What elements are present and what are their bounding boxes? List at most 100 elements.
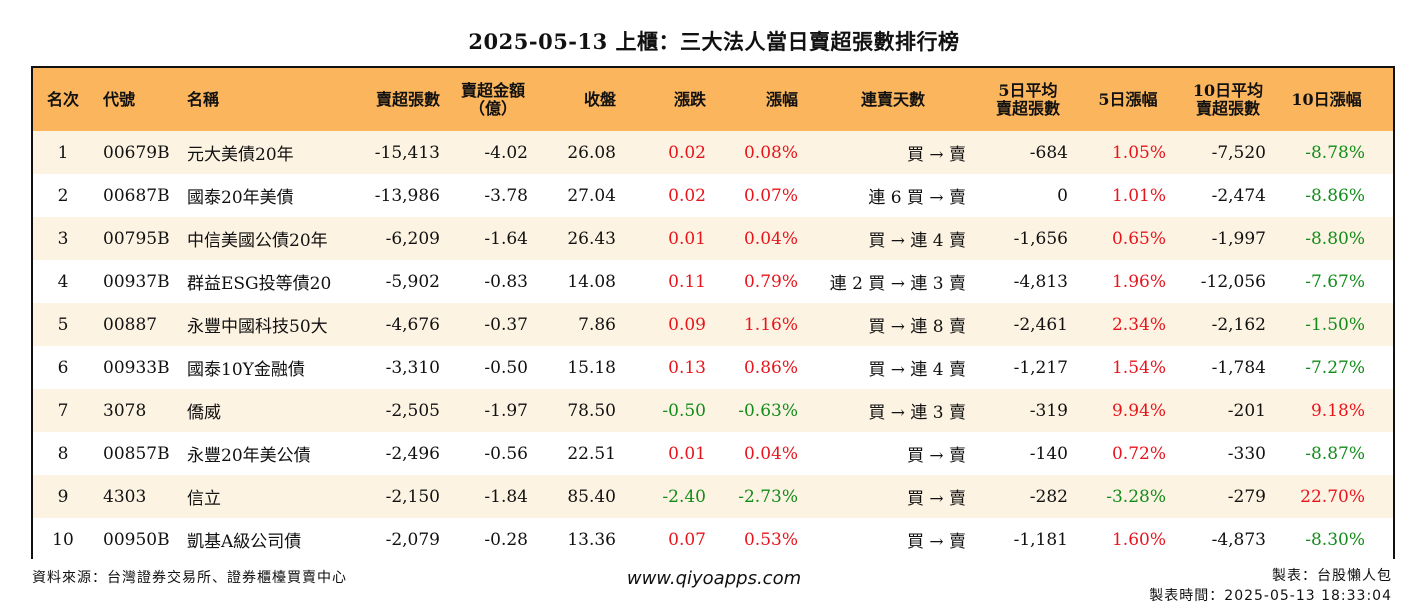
cell-pct5: 0.72% <box>1111 443 1166 464</box>
cell-pct5: 1.96% <box>1111 271 1166 292</box>
table-row: 5 00887 永豐中國科技50大 -4,676 -0.37 7.86 0.09… <box>33 303 1393 346</box>
cell-rank: 6 <box>57 357 69 378</box>
cell-days: 買 → 賣 <box>906 532 966 552</box>
cell-pct10: 22.70% <box>1300 486 1365 507</box>
cell-sell-amount: -0.37 <box>484 314 528 335</box>
cell-pct: 0.79% <box>743 271 798 292</box>
header-pct10: 10日漲幅 <box>1291 90 1362 109</box>
cell-close: 22.51 <box>567 443 616 464</box>
cell-change: 0.01 <box>668 228 706 249</box>
cell-rank: 3 <box>57 228 69 249</box>
cell-avg5: -319 <box>1029 400 1068 421</box>
cell-sell-lots: -5,902 <box>385 271 440 292</box>
cell-pct5: 1.01% <box>1111 185 1166 206</box>
cell-sell-amount: -1.84 <box>484 486 528 507</box>
cell-sell-lots: -13,986 <box>374 185 440 206</box>
cell-avg10: -4,873 <box>1211 529 1266 550</box>
cell-rank: 9 <box>57 486 69 507</box>
table-header: 名次 代號 名稱 賣超張數 賣超金額 （億） 收盤 漲跌 漲幅 連賣天數 5日平… <box>33 68 1393 131</box>
cell-pct10: -8.80% <box>1305 228 1365 249</box>
cell-avg5: -1,181 <box>1013 529 1068 550</box>
cell-rank: 2 <box>57 185 69 206</box>
cell-pct10: 9.18% <box>1310 400 1365 421</box>
header-rank: 名次 <box>46 90 79 109</box>
cell-pct: 0.08% <box>743 142 798 163</box>
maker-label: 製表：台股懶人包 <box>1272 568 1392 584</box>
header-name: 名稱 <box>187 90 220 109</box>
header-avg10-line2: 賣超張數 <box>1195 98 1260 118</box>
cell-rank: 5 <box>57 314 69 335</box>
header-sell-lots: 賣超張數 <box>375 90 440 109</box>
cell-pct: 0.53% <box>743 529 798 550</box>
cell-name: 信立 <box>187 489 221 509</box>
cell-code: 00679B <box>103 142 170 163</box>
made-time-label: 製表時間：2025-05-13 18:33:04 <box>1149 588 1392 604</box>
cell-pct: 1.16% <box>743 314 798 335</box>
header-avg10: 10日平均 賣超張數 <box>1178 82 1278 118</box>
cell-pct5: -3.28% <box>1106 486 1166 507</box>
cell-days: 買 → 賣 <box>906 489 966 509</box>
cell-code: 3078 <box>103 400 147 421</box>
cell-sell-lots: -15,413 <box>374 142 440 163</box>
header-sell-amount-line1: 賣超金額 <box>460 81 525 100</box>
cell-days: 連 6 買 → 賣 <box>868 188 966 208</box>
header-pct: 漲幅 <box>765 90 798 109</box>
cell-rank: 1 <box>57 142 69 163</box>
cell-avg10: -330 <box>1227 443 1266 464</box>
cell-sell-amount: -1.64 <box>484 228 528 249</box>
cell-code: 00795B <box>103 228 170 249</box>
cell-code: 00857B <box>103 443 170 464</box>
cell-pct: 0.07% <box>743 185 798 206</box>
header-sell-amount: 賣超金額 （億） <box>448 82 538 118</box>
cell-days: 買 → 連 3 賣 <box>868 403 966 423</box>
page-title: 2025-05-13 上櫃：三大法人當日賣超張數排行榜 <box>468 29 960 54</box>
cell-days: 買 → 連 4 賣 <box>868 360 966 380</box>
cell-close: 26.08 <box>567 142 616 163</box>
cell-pct10: -8.30% <box>1305 529 1365 550</box>
table-row: 6 00933B 國泰10Y金融債 -3,310 -0.50 15.18 0.1… <box>33 346 1393 389</box>
cell-avg5: -4,813 <box>1013 271 1068 292</box>
cell-pct10: -8.78% <box>1305 142 1365 163</box>
cell-pct10: -8.87% <box>1305 443 1365 464</box>
cell-close: 7.86 <box>578 314 616 335</box>
cell-change: 0.13 <box>668 357 706 378</box>
cell-name: 凱基A級公司債 <box>187 532 302 552</box>
cell-sell-amount: -4.02 <box>484 142 528 163</box>
cell-close: 27.04 <box>567 185 616 206</box>
cell-sell-lots: -2,496 <box>385 443 440 464</box>
website-link[interactable]: www.qiyoapps.com <box>626 568 802 589</box>
header-avg10-line1: 10日平均 <box>1192 81 1264 100</box>
table-row: 1 00679B 元大美債20年 -15,413 -4.02 26.08 0.0… <box>33 131 1393 174</box>
cell-pct10: -1.50% <box>1305 314 1365 335</box>
cell-avg10: -1,997 <box>1211 228 1266 249</box>
cell-change: -2.40 <box>662 486 706 507</box>
cell-avg5: -1,217 <box>1013 357 1068 378</box>
cell-avg10: -7,520 <box>1211 142 1266 163</box>
cell-change: 0.02 <box>668 142 706 163</box>
cell-sell-lots: -2,505 <box>385 400 440 421</box>
cell-sell-lots: -2,079 <box>385 529 440 550</box>
table-row: 9 4303 信立 -2,150 -1.84 85.40 -2.40 -2.73… <box>33 475 1393 518</box>
header-code: 代號 <box>103 90 136 109</box>
cell-pct5: 1.60% <box>1111 529 1166 550</box>
cell-avg5: -140 <box>1029 443 1068 464</box>
cell-close: 85.40 <box>567 486 616 507</box>
cell-name: 中信美國公債20年 <box>187 231 328 251</box>
cell-pct10: -7.27% <box>1305 357 1365 378</box>
cell-pct5: 9.94% <box>1111 400 1166 421</box>
cell-name: 永豐中國科技50大 <box>187 317 328 337</box>
cell-sell-amount: -1.97 <box>484 400 528 421</box>
cell-sell-lots: -4,676 <box>385 314 440 335</box>
cell-close: 15.18 <box>567 357 616 378</box>
table-row: 2 00687B 國泰20年美債 -13,986 -3.78 27.04 0.0… <box>33 174 1393 217</box>
cell-sell-lots: -2,150 <box>385 486 440 507</box>
cell-avg5: -282 <box>1029 486 1068 507</box>
cell-days: 連 2 買 → 連 3 賣 <box>829 274 966 294</box>
table-row: 7 3078 僑威 -2,505 -1.97 78.50 -0.50 -0.63… <box>33 389 1393 432</box>
cell-avg10: -279 <box>1227 486 1266 507</box>
cell-sell-lots: -3,310 <box>385 357 440 378</box>
cell-name: 永豐20年美公債 <box>187 446 311 466</box>
cell-name: 國泰20年美債 <box>187 188 294 208</box>
cell-code: 00887 <box>103 314 158 335</box>
cell-sell-amount: -3.78 <box>484 185 528 206</box>
